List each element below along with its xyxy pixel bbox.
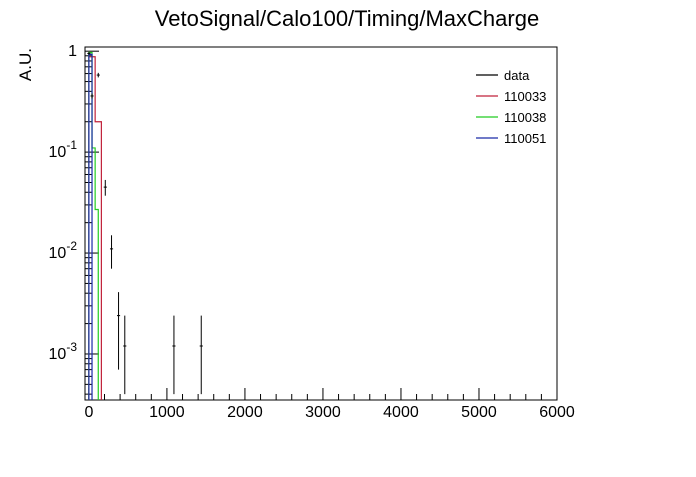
data-point	[87, 52, 91, 55]
data-point	[116, 292, 121, 370]
chart-title: VetoSignal/Calo100/Timing/MaxCharge	[155, 6, 539, 31]
series-110038-histogram	[88, 51, 99, 400]
legend-label: 110038	[504, 110, 546, 125]
legend-label: 110033	[504, 89, 546, 104]
legend-label: data	[504, 68, 530, 83]
series-110051-histogram	[88, 53, 93, 400]
data-point	[199, 315, 203, 395]
data-point	[90, 93, 94, 99]
legend-item-110033: 110033	[476, 89, 546, 104]
series-layer	[87, 51, 203, 400]
y-axis-label: A.U.	[16, 48, 35, 81]
y-tick-label: 10-3	[49, 340, 78, 363]
x-tick-label: 6000	[539, 404, 575, 421]
x-tick-label: 0	[84, 404, 93, 421]
legend-item-data: data	[476, 68, 530, 83]
x-tick-label: 5000	[461, 404, 497, 421]
plot-frame	[84, 46, 558, 401]
data-point	[172, 315, 176, 395]
data-point	[103, 179, 107, 196]
legend-label: 110051	[504, 131, 546, 146]
x-tick-label: 2000	[227, 404, 263, 421]
data-point	[96, 72, 100, 78]
y-tick-label: 10-1	[49, 138, 78, 161]
x-tick-label: 3000	[305, 404, 341, 421]
legend-item-110051: 110051	[476, 131, 546, 146]
x-tick-label: 4000	[383, 404, 419, 421]
data-point	[123, 315, 127, 395]
x-tick-label: 1000	[149, 404, 185, 421]
y-tick-label: 1	[68, 43, 77, 60]
axes-layer: 0 1000 2000 3000 4000 5000 6000 1 10-1 10-2 10-3	[49, 43, 575, 421]
legend-item-110038: 110038	[476, 110, 546, 125]
y-tick-label: 10-2	[49, 239, 78, 262]
data-point	[109, 235, 114, 269]
legend: data 110033 110038 110051	[476, 68, 546, 146]
